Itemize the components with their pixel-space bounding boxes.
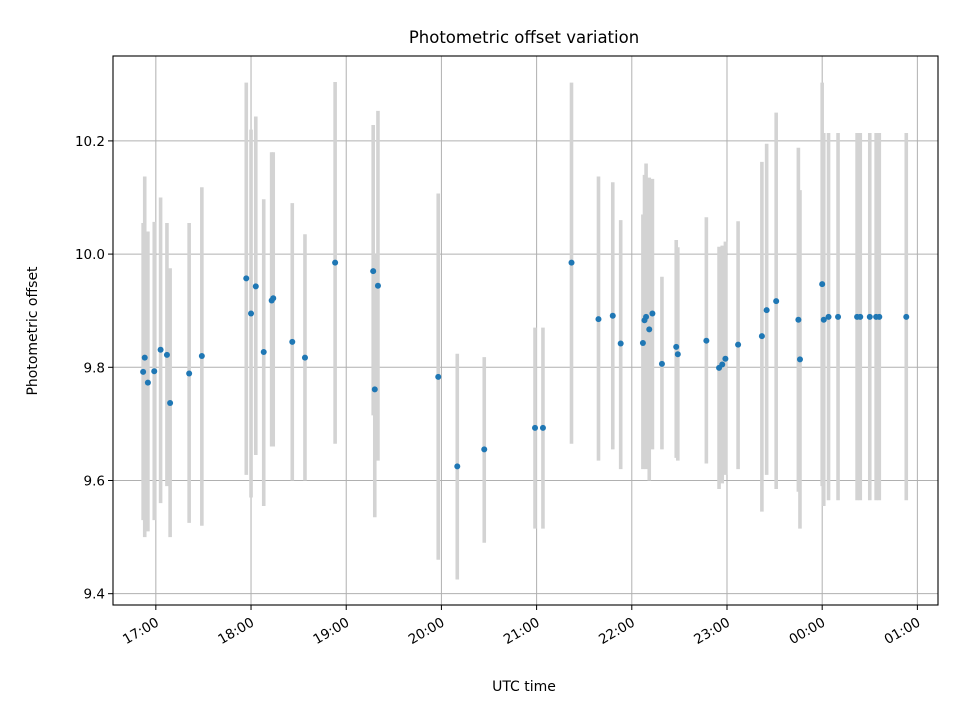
x-tick-label: 20:00	[406, 615, 448, 648]
x-tick-label: 18:00	[215, 615, 257, 648]
y-tick-label: 9.6	[84, 473, 105, 489]
data-point	[773, 298, 780, 305]
data-point	[639, 339, 646, 346]
x-tick-label: 00:00	[786, 615, 828, 648]
data-point	[454, 463, 461, 470]
data-point	[820, 316, 827, 323]
data-point	[658, 360, 665, 367]
x-tick-label: 22:00	[596, 615, 638, 648]
chart-title: Photometric offset variation	[409, 28, 639, 47]
data-point	[301, 354, 308, 361]
data-point	[252, 283, 259, 290]
data-point	[795, 316, 802, 323]
data-point	[243, 275, 250, 282]
data-point	[270, 295, 277, 302]
data-point	[735, 341, 742, 348]
data-point	[646, 326, 653, 333]
error-bars	[141, 82, 909, 580]
data-point	[374, 282, 381, 289]
data-point	[643, 313, 650, 320]
data-point	[144, 379, 151, 386]
data-point	[609, 312, 616, 319]
x-tick-label: 01:00	[882, 615, 924, 648]
data-point	[649, 310, 656, 317]
data-point	[819, 281, 826, 288]
data-point	[371, 386, 378, 393]
y-tick-label: 10.0	[75, 247, 105, 263]
data-point	[435, 373, 442, 380]
data-point	[857, 313, 864, 320]
data-point	[719, 361, 726, 368]
data-point	[703, 337, 710, 344]
data-point	[674, 351, 681, 358]
data-point	[151, 368, 158, 375]
y-tick-label: 9.8	[84, 360, 105, 376]
data-point	[835, 313, 842, 320]
data-points	[140, 259, 910, 470]
data-point	[532, 424, 539, 431]
data-point	[198, 352, 205, 359]
axis-ticks	[108, 140, 918, 610]
data-point	[157, 346, 164, 353]
data-point	[866, 313, 873, 320]
data-point	[758, 333, 765, 340]
x-tick-labels: 17:00 18:00 19:00 20:00 21:00 22:00 23:00 00:00…	[120, 615, 923, 648]
x-tick-label: 17:00	[120, 615, 162, 648]
data-point	[722, 355, 729, 362]
data-point	[186, 370, 193, 377]
data-point	[260, 349, 267, 356]
data-point	[595, 316, 602, 323]
data-point	[825, 313, 832, 320]
y-tick-labels: 9.4 9.6 9.8 10.0 10.2	[75, 134, 105, 603]
data-point	[617, 340, 624, 347]
data-point	[289, 338, 296, 345]
data-point	[796, 356, 803, 363]
data-point	[673, 343, 680, 350]
data-point	[140, 368, 147, 375]
plot-frame	[112, 55, 939, 606]
x-tick-label: 23:00	[691, 615, 733, 648]
data-point	[248, 310, 255, 317]
data-point	[568, 259, 575, 266]
y-tick-label: 9.4	[84, 587, 105, 603]
data-point	[163, 351, 170, 358]
data-point	[539, 424, 546, 431]
data-point	[167, 399, 174, 406]
y-tick-label: 10.2	[75, 134, 105, 150]
x-tick-label: 19:00	[311, 615, 353, 648]
x-axis-label: UTC time	[492, 679, 556, 695]
data-point	[332, 259, 339, 266]
data-point	[876, 313, 883, 320]
grid-lines	[113, 56, 938, 605]
x-tick-label: 21:00	[501, 615, 543, 648]
data-point	[141, 354, 148, 361]
data-point	[763, 307, 770, 314]
data-point	[370, 268, 377, 275]
data-point	[903, 313, 910, 320]
data-point	[481, 446, 488, 453]
y-axis-label: Photometric offset	[25, 266, 41, 396]
